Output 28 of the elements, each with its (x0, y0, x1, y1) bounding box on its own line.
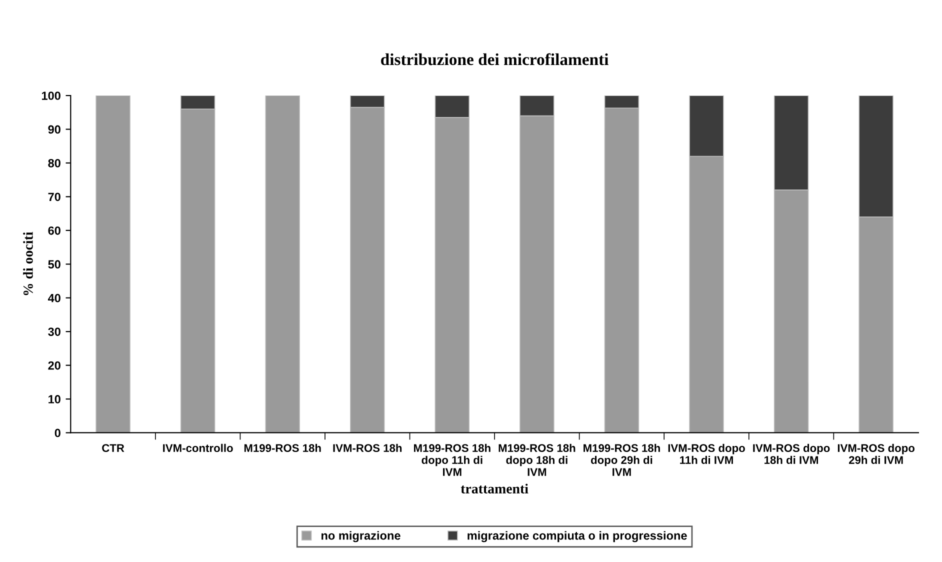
y-axis-title: % di oociti (23, 232, 33, 296)
y-tick-label: 10 (48, 395, 60, 404)
y-tick-label: 30 (48, 328, 60, 336)
y-tick-label: 70 (48, 192, 60, 202)
y-tick-label: 60 (48, 226, 60, 235)
chart-title: distribuzione dei microfilamenti (381, 53, 608, 66)
y-tick-label: 90 (48, 125, 60, 134)
x-tick-label: IVM-ROS dopo 18h di IVM (753, 444, 830, 464)
x-tick-label: CTR (102, 444, 124, 452)
x-tick-label: IVM-controllo (163, 444, 233, 452)
x-tick-label: IVM-ROS dopo 11h di IVM (668, 444, 745, 464)
y-tick-label: 100 (42, 92, 60, 100)
legend-label: migrazione compiuta o in progressione (468, 531, 687, 542)
y-tick-label: 80 (48, 159, 60, 168)
y-tick-label: 0 (54, 428, 60, 438)
bar (265, 96, 300, 433)
legend-label: no migrazione (322, 531, 400, 542)
bar (96, 96, 130, 433)
x-axis-title: trattamenti (460, 484, 528, 494)
y-tick-label: 20 (48, 361, 60, 370)
x-tick-label: M199-ROS 18h dopo 18h di IVM (498, 444, 576, 476)
y-tick-label: 40 (48, 294, 60, 302)
x-tick-label: M199-ROS 18h (244, 444, 321, 452)
x-tick-label: M199-ROS 18h dopo 11h di IVM (414, 444, 490, 476)
x-tick-label: M199-ROS 18h dopo 29h di IVM (584, 444, 660, 476)
x-tick-label: IVM-ROS dopo 29h di IVM (838, 444, 915, 464)
y-tick-label: 50 (48, 260, 60, 269)
x-tick-label: IVM-ROS 18h (333, 444, 402, 452)
